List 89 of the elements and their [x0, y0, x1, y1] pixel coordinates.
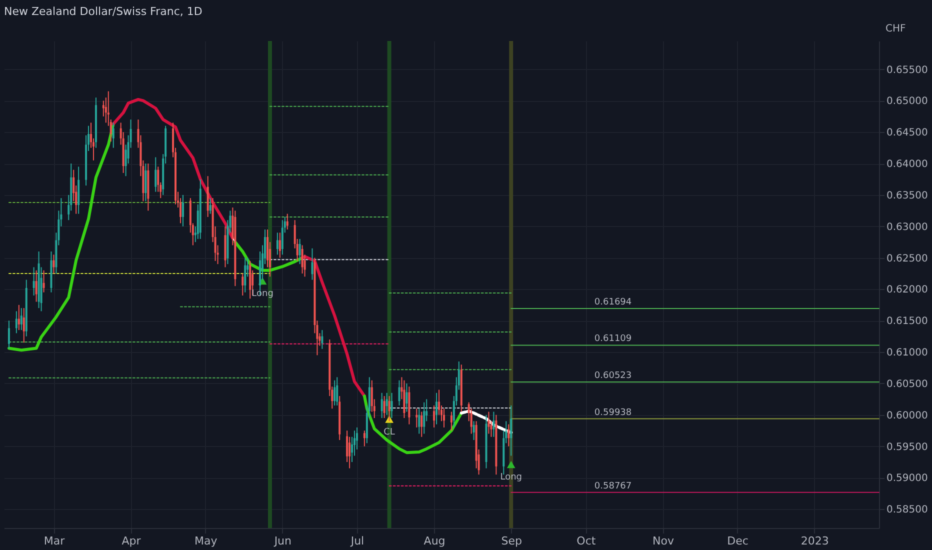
y-tick-label: 0.61500	[886, 316, 928, 328]
x-tick-label: Jun	[273, 534, 292, 548]
y-tick-label: 0.60500	[886, 378, 928, 390]
y-tick-label: 0.64500	[886, 128, 928, 139]
candlestick	[363, 430, 366, 447]
y-tick-label: 0.61000	[886, 348, 928, 359]
y-tick-label: 0.64000	[886, 159, 928, 170]
candlestick	[510, 404, 512, 456]
candlestick	[278, 232, 281, 258]
candlestick	[450, 411, 452, 432]
candlestick	[52, 254, 55, 274]
candlestick	[18, 304, 20, 331]
candlestick	[35, 270, 38, 302]
candlestick	[380, 392, 383, 419]
candlestick	[209, 198, 212, 214]
candlestick	[418, 408, 420, 434]
candlestick	[32, 266, 35, 296]
candlestick	[8, 320, 10, 350]
x-tick-label: Mar	[44, 534, 66, 548]
annotation: CL	[384, 427, 395, 438]
candlestick	[298, 238, 301, 265]
candlestick	[154, 156, 157, 192]
candlestick	[492, 411, 495, 438]
candlestick	[321, 330, 324, 350]
annotation: 0.59938	[594, 408, 632, 418]
y-tick-label: 0.62000	[886, 284, 928, 296]
candlestick	[386, 392, 388, 416]
x-tick-label: Jul	[350, 534, 364, 548]
annotation: Long	[252, 289, 274, 300]
chart-title: New Zealand Dollar/Swiss Franc, 1D	[4, 5, 202, 18]
candlestick	[276, 232, 278, 256]
y-tick-label: 0.59000	[886, 473, 928, 484]
y-axis-title: CHF	[886, 24, 906, 34]
candlestick	[423, 402, 426, 434]
line-series	[7, 122, 115, 352]
y-tick-label: 0.58500	[886, 504, 928, 516]
candlestick	[436, 392, 438, 425]
annotation: 0.61109	[594, 334, 632, 344]
candlestick	[472, 420, 475, 441]
candlestick	[383, 396, 386, 419]
candlestick	[403, 380, 406, 419]
candlestick	[416, 408, 418, 428]
candlestick	[281, 220, 284, 256]
annotation: 0.58767	[594, 481, 632, 492]
candlestick	[508, 424, 510, 447]
y-tick-label: 0.59500	[886, 442, 928, 453]
candlestick	[311, 248, 314, 280]
annotation: 0.61694	[594, 297, 632, 308]
candlestick	[242, 273, 244, 296]
candlestick	[336, 376, 338, 406]
candlestick	[488, 411, 490, 434]
x-tick-label: 2023	[800, 534, 829, 548]
candlestick	[182, 194, 184, 227]
candlestick	[286, 213, 288, 230]
candlestick	[244, 257, 246, 293]
candlestick	[398, 380, 400, 406]
x-tick-label: Dec	[727, 534, 748, 548]
candlestick	[22, 308, 25, 344]
x-tick-label: Apr	[122, 534, 142, 548]
y-tick-label: 0.65500	[886, 64, 928, 76]
candlestick	[433, 404, 436, 428]
candlestick	[20, 308, 22, 331]
x-tick-label: Oct	[576, 534, 596, 548]
candlestick	[390, 392, 393, 419]
candlestick	[406, 382, 408, 412]
y-tick-label: 0.63500	[886, 190, 928, 202]
y-tick-label: 0.60000	[886, 410, 928, 422]
x-tick-label: Aug	[424, 534, 446, 548]
candlestick	[388, 396, 390, 422]
candlestick	[301, 244, 304, 274]
candlestick	[442, 408, 445, 428]
x-tick-label: May	[194, 534, 218, 548]
candlestick	[15, 310, 18, 334]
y-tick-label: 0.65000	[886, 96, 928, 108]
point	[506, 460, 516, 468]
line-series	[112, 98, 234, 240]
x-tick-label: Nov	[652, 534, 674, 548]
y-tick-label: 0.63000	[886, 222, 928, 233]
annotation: 0.60523	[594, 371, 632, 382]
candlestick	[334, 380, 336, 406]
candlestick	[144, 163, 147, 202]
candlestick	[42, 270, 45, 293]
y-tick-label: 0.62500	[886, 253, 928, 264]
candlestick	[420, 411, 423, 438]
x-tick-label: Sep	[501, 534, 522, 548]
candlestick	[112, 122, 114, 148]
annotation: Long	[500, 472, 522, 483]
line-series	[362, 394, 463, 454]
candlestick	[206, 176, 209, 218]
